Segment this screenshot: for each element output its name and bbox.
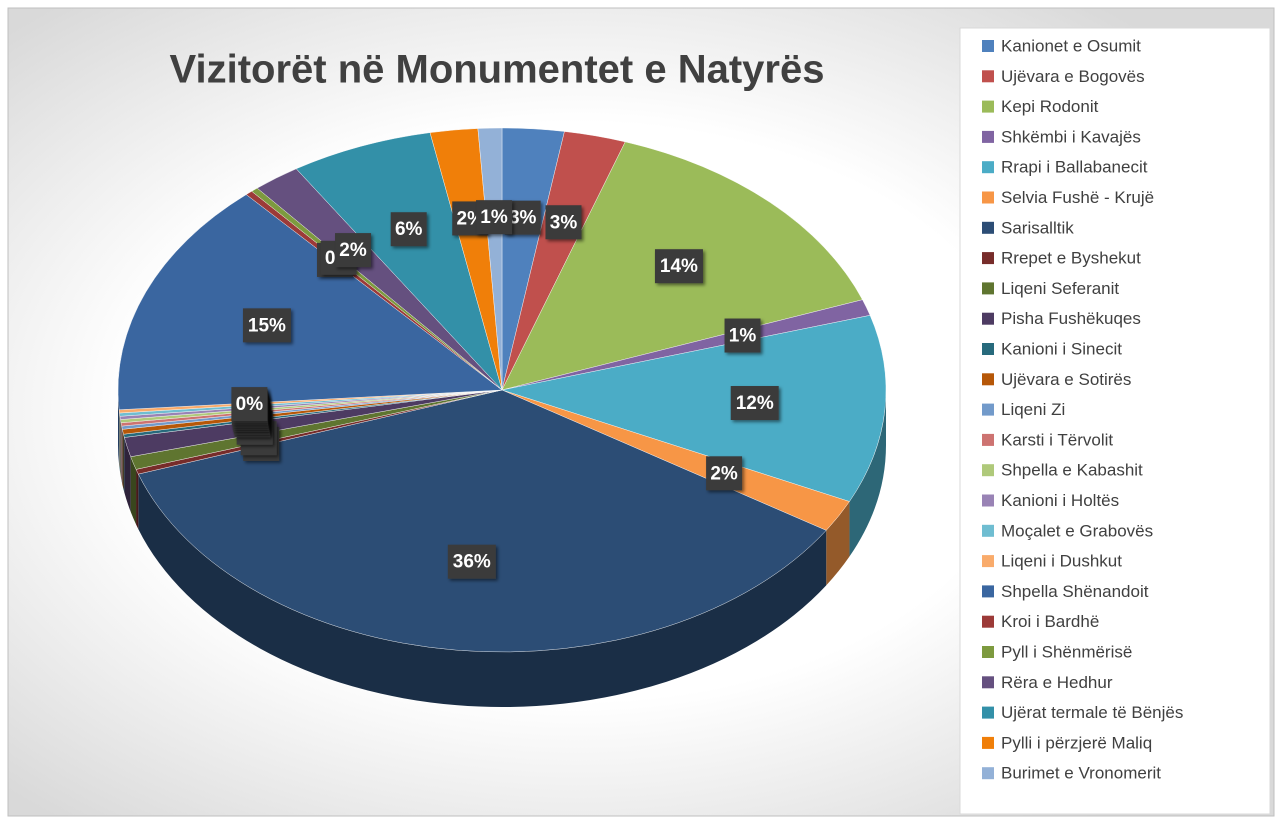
legend-label: Burimet e Vronomerit	[1001, 764, 1161, 783]
legend-swatch	[982, 585, 994, 597]
legend-label: Pisha Fushëkuqes	[1001, 309, 1141, 328]
legend-label: Moçalet e Grabovës	[1001, 521, 1153, 540]
legend-swatch	[982, 616, 994, 628]
legend-swatch	[982, 737, 994, 749]
legend-swatch	[982, 646, 994, 658]
legend-label: Kroi i Bardhë	[1001, 612, 1099, 631]
legend-swatch	[982, 282, 994, 294]
data-label: 1%	[729, 326, 757, 347]
legend-label: Ujëvara e Sotirës	[1001, 370, 1131, 389]
legend-label: Shpella Shënandoit	[1001, 582, 1149, 601]
legend-swatch	[982, 373, 994, 385]
slice-side	[122, 429, 123, 489]
legend-label: Liqeni Seferanit	[1001, 279, 1119, 298]
data-label: 0%	[236, 394, 264, 415]
legend-label: Kanionet e Osumit	[1001, 36, 1141, 55]
slice-side	[122, 426, 123, 484]
chart-title: Vizitorët në Monumentet e Natyrës	[170, 48, 825, 92]
data-label: 36%	[453, 552, 491, 573]
legend-swatch	[982, 464, 994, 476]
data-label: 1%	[480, 207, 508, 228]
legend-label: Selvia Fushë - Krujë	[1001, 188, 1154, 207]
legend-swatch	[982, 767, 994, 779]
legend-swatch	[982, 161, 994, 173]
slice-side	[120, 416, 121, 474]
legend-label: Rrapi i Ballabanecit	[1001, 158, 1148, 177]
legend-swatch	[982, 707, 994, 719]
legend-label: Ujërat termale të Bënjës	[1001, 703, 1183, 722]
legend-swatch	[982, 343, 994, 355]
legend-swatch	[982, 131, 994, 143]
legend-swatch	[982, 404, 994, 416]
legend-label: Shpella e Kabashit	[1001, 461, 1143, 480]
legend-swatch	[982, 313, 994, 325]
legend-label: Shkëmbi i Kavajës	[1001, 127, 1141, 146]
legend-label: Liqeni i Dushkut	[1001, 552, 1122, 571]
slice-side	[121, 423, 122, 481]
legend-label: Sarisalltik	[1001, 218, 1074, 237]
data-label: 12%	[736, 393, 774, 414]
legend-label: Kanioni i Sinecit	[1001, 339, 1122, 358]
legend-swatch	[982, 495, 994, 507]
data-label: 14%	[660, 256, 698, 277]
data-label: 6%	[395, 219, 423, 240]
legend-label: Rëra e Hedhur	[1001, 673, 1113, 692]
data-label: 3%	[509, 208, 537, 229]
slice-side	[124, 434, 125, 492]
legend-label: Rrepet e Byshekut	[1001, 249, 1141, 268]
legend-swatch	[982, 252, 994, 264]
legend-swatch	[982, 101, 994, 113]
legend-swatch	[982, 555, 994, 567]
legend-swatch	[982, 40, 994, 52]
data-label: 2%	[339, 240, 367, 261]
legend-swatch	[982, 434, 994, 446]
data-label: 2%	[710, 463, 738, 484]
legend-label: Kepi Rodonit	[1001, 97, 1099, 116]
data-label: 15%	[248, 315, 286, 336]
legend-label: Pylli i përzjerë Maliq	[1001, 733, 1152, 752]
legend-label: Liqeni Zi	[1001, 400, 1065, 419]
legend-label: Pyll i Shënmërisë	[1001, 642, 1132, 661]
legend-swatch	[982, 192, 994, 204]
legend-label: Ujëvara e Bogovës	[1001, 67, 1145, 86]
legend-swatch	[982, 676, 994, 688]
legend-swatch	[982, 70, 994, 82]
slice-side	[120, 420, 121, 478]
legend-label: Kanioni i Holtës	[1001, 491, 1119, 510]
data-label: 3%	[550, 212, 578, 233]
legend-swatch	[982, 525, 994, 537]
slice-side	[136, 469, 138, 529]
legend-label: Karsti i Tërvolit	[1001, 430, 1113, 449]
legend-swatch	[982, 222, 994, 234]
